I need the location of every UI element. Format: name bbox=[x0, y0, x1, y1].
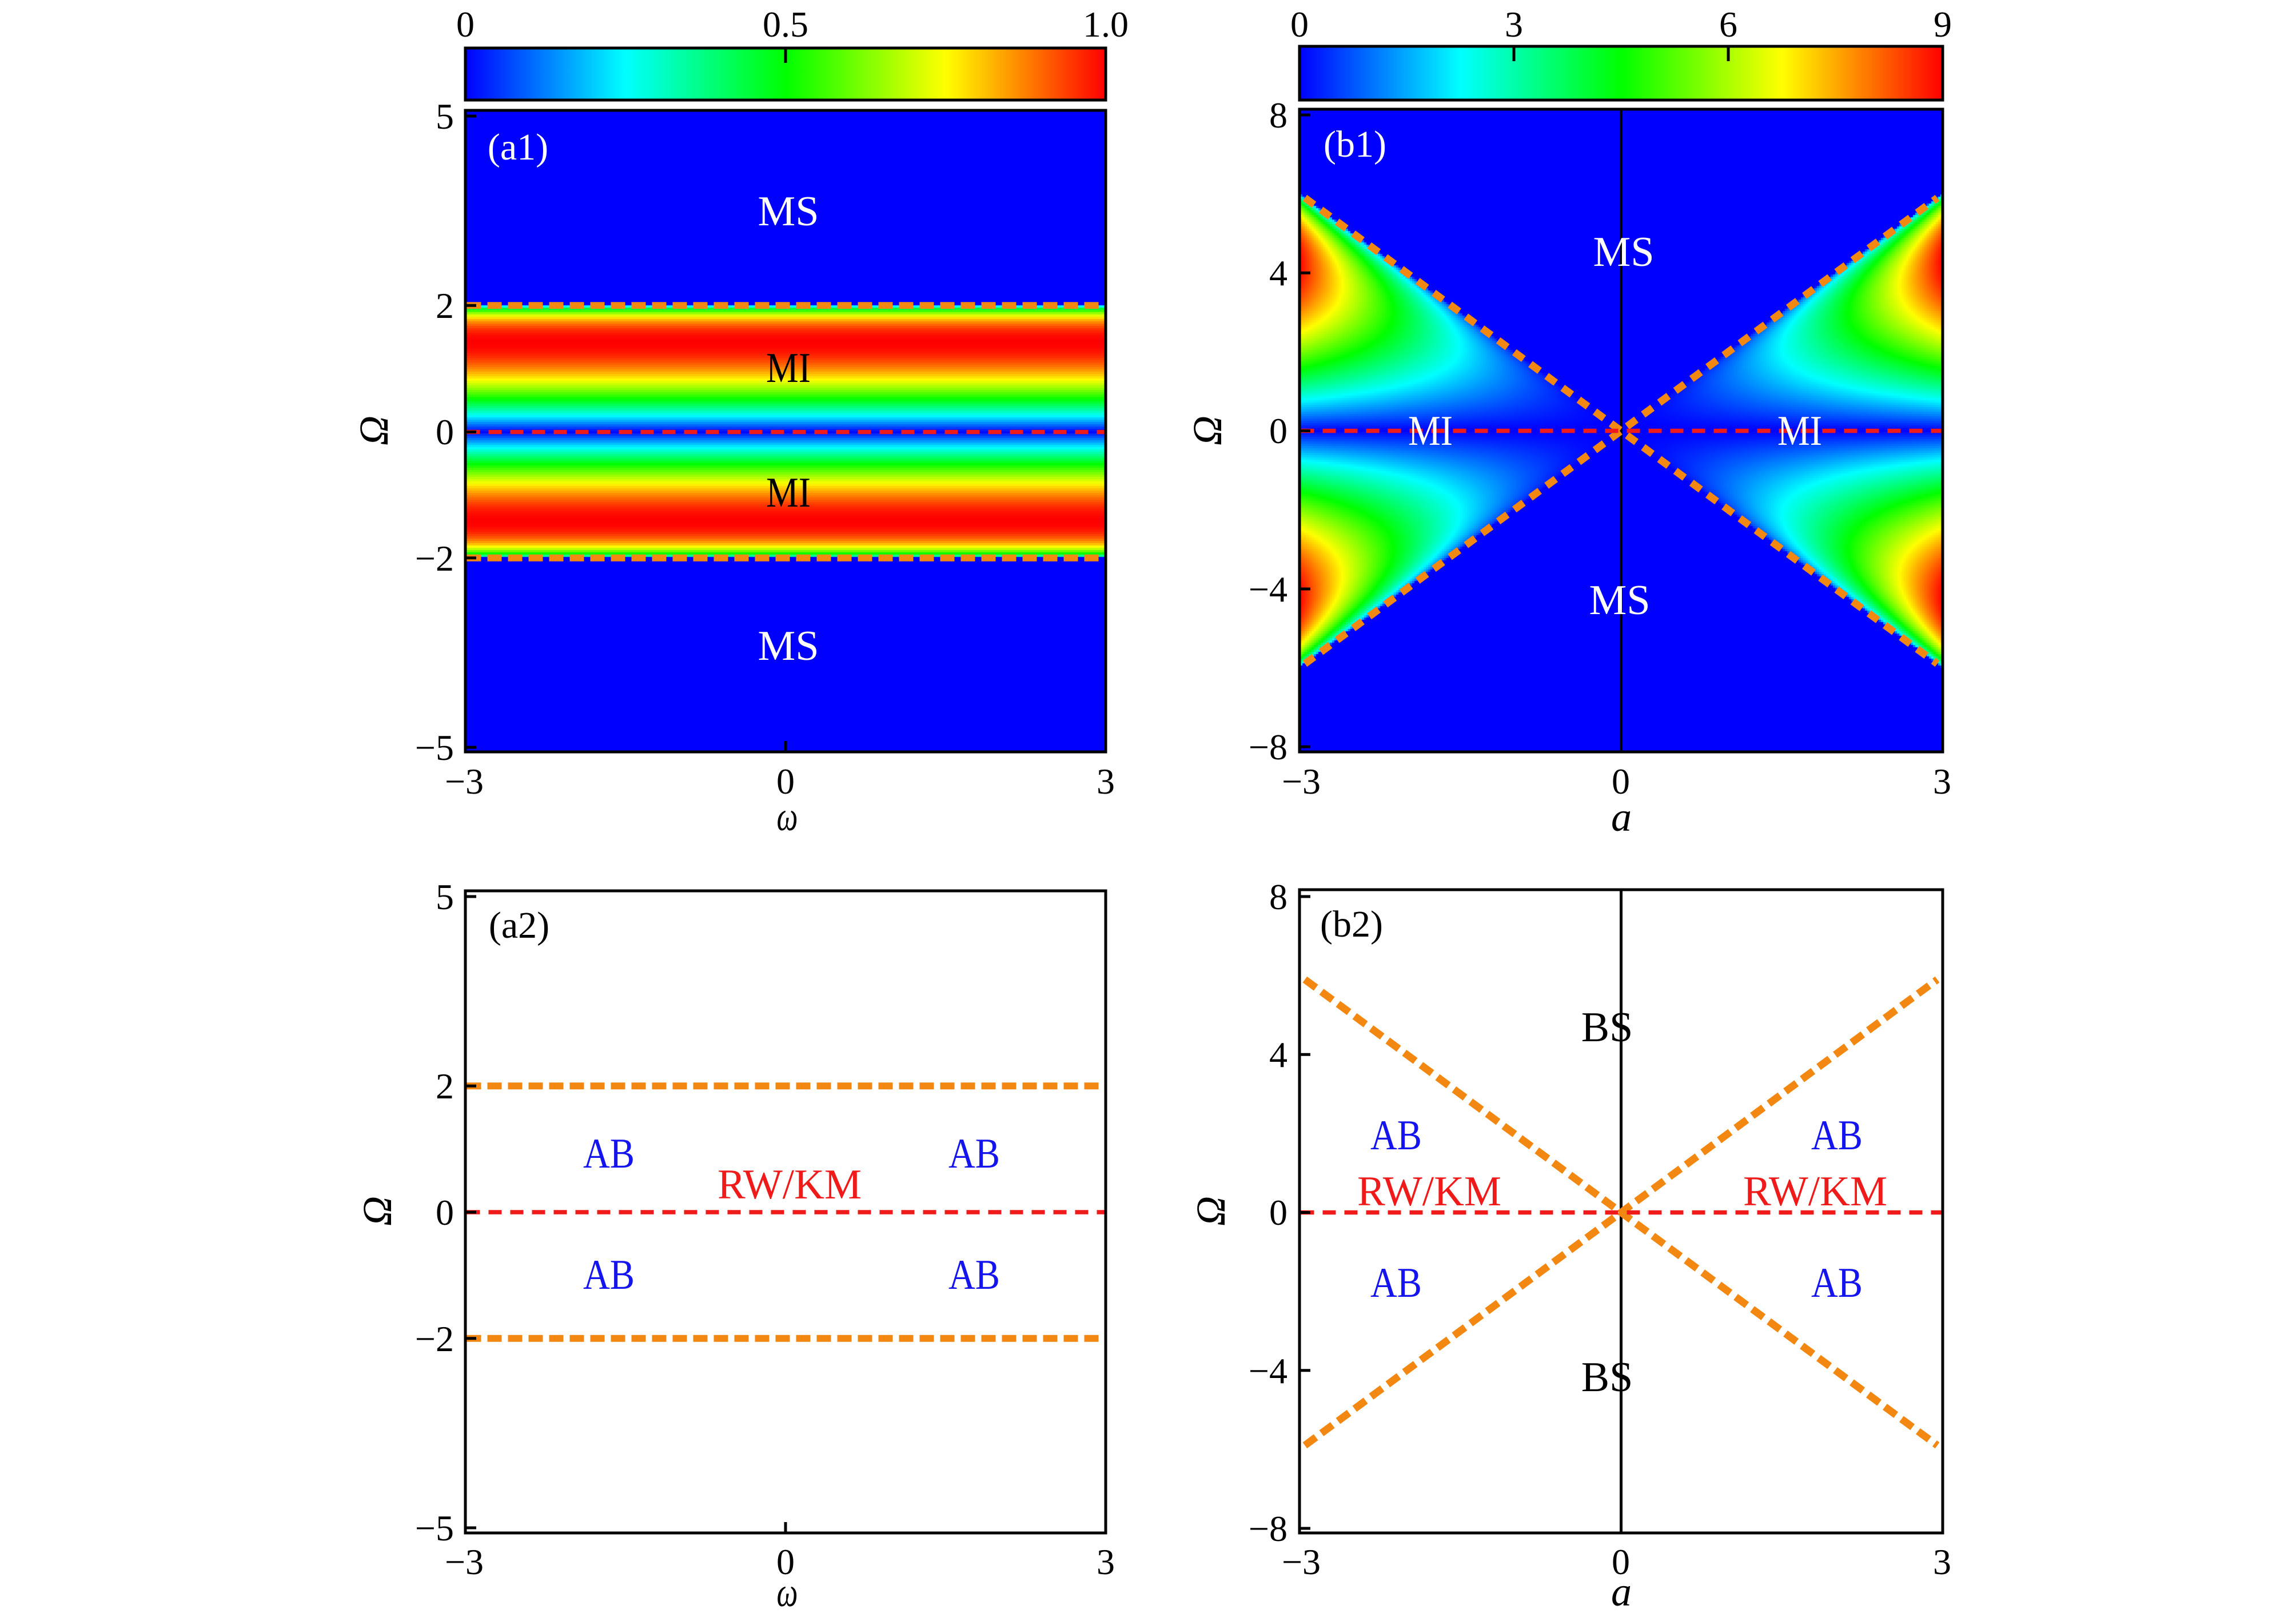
svg-text:AB: AB bbox=[583, 1252, 635, 1299]
svg-text:4: 4 bbox=[1269, 253, 1287, 293]
svg-text:Ω: Ω bbox=[1185, 416, 1230, 445]
svg-text:RW/KM: RW/KM bbox=[718, 1161, 862, 1208]
svg-text:6: 6 bbox=[1719, 4, 1737, 45]
svg-text:2: 2 bbox=[436, 1066, 454, 1106]
svg-text:(a2): (a2) bbox=[489, 905, 549, 946]
svg-text:8: 8 bbox=[1269, 877, 1287, 917]
svg-text:ω: ω bbox=[777, 794, 798, 839]
svg-text:0: 0 bbox=[1290, 4, 1309, 45]
svg-text:(a1): (a1) bbox=[488, 126, 548, 168]
svg-text:−2: −2 bbox=[415, 538, 454, 579]
svg-text:MI: MI bbox=[766, 469, 811, 516]
svg-text:−8: −8 bbox=[1249, 727, 1287, 767]
svg-text:−4: −4 bbox=[1249, 569, 1287, 610]
svg-text:3: 3 bbox=[1933, 761, 1951, 802]
svg-text:−3: −3 bbox=[1282, 761, 1321, 802]
svg-text:−5: −5 bbox=[415, 727, 454, 768]
svg-text:−3: −3 bbox=[1282, 1542, 1321, 1582]
svg-text:−3: −3 bbox=[445, 1542, 484, 1582]
svg-text:MI: MI bbox=[1777, 408, 1822, 455]
svg-text:9: 9 bbox=[1934, 4, 1952, 45]
svg-text:0: 0 bbox=[436, 412, 454, 452]
svg-text:MI: MI bbox=[766, 345, 811, 392]
svg-text:−4: −4 bbox=[1249, 1351, 1287, 1391]
svg-text:AB: AB bbox=[948, 1130, 1000, 1177]
svg-text:5: 5 bbox=[436, 877, 454, 917]
svg-text:3: 3 bbox=[1097, 761, 1115, 802]
svg-text:Ω: Ω bbox=[351, 416, 397, 445]
svg-text:ω: ω bbox=[777, 1570, 798, 1615]
svg-text:MS: MS bbox=[1589, 577, 1651, 624]
svg-text:MS: MS bbox=[758, 623, 819, 670]
svg-text:0: 0 bbox=[456, 4, 475, 45]
svg-text:AB: AB bbox=[1370, 1260, 1422, 1307]
svg-text:MS: MS bbox=[758, 188, 819, 235]
svg-text:0: 0 bbox=[776, 761, 795, 802]
svg-text:5: 5 bbox=[436, 96, 454, 137]
svg-text:Ω: Ω bbox=[1188, 1196, 1234, 1226]
svg-text:3: 3 bbox=[1097, 1542, 1115, 1582]
svg-text:−2: −2 bbox=[415, 1319, 454, 1359]
svg-text:3: 3 bbox=[1505, 4, 1523, 45]
svg-text:(b2): (b2) bbox=[1320, 903, 1383, 945]
svg-text:a: a bbox=[1611, 1569, 1632, 1615]
svg-text:AB: AB bbox=[948, 1252, 1000, 1299]
svg-text:0: 0 bbox=[436, 1192, 454, 1233]
svg-text:−3: −3 bbox=[445, 761, 484, 802]
svg-text:RW/KM: RW/KM bbox=[1743, 1168, 1887, 1215]
svg-text:0.5: 0.5 bbox=[763, 4, 808, 45]
svg-text:0: 0 bbox=[1612, 1542, 1630, 1582]
svg-text:4: 4 bbox=[1269, 1034, 1287, 1075]
svg-text:Ω: Ω bbox=[354, 1196, 400, 1226]
svg-text:−5: −5 bbox=[415, 1508, 454, 1548]
svg-text:0: 0 bbox=[1269, 1192, 1287, 1233]
svg-text:RW/KM: RW/KM bbox=[1357, 1168, 1501, 1215]
svg-text:BS: BS bbox=[1581, 1004, 1633, 1051]
svg-text:AB: AB bbox=[583, 1130, 635, 1177]
svg-text:MS: MS bbox=[1593, 229, 1655, 276]
svg-text:0: 0 bbox=[1612, 761, 1630, 802]
svg-text:3: 3 bbox=[1933, 1542, 1951, 1582]
svg-text:1.0: 1.0 bbox=[1083, 4, 1129, 45]
svg-text:0: 0 bbox=[776, 1542, 795, 1582]
svg-text:8: 8 bbox=[1269, 95, 1287, 136]
svg-text:(b1): (b1) bbox=[1324, 124, 1386, 165]
svg-text:−8: −8 bbox=[1249, 1508, 1287, 1549]
svg-text:AB: AB bbox=[1811, 1112, 1863, 1159]
svg-text:AB: AB bbox=[1370, 1112, 1422, 1159]
svg-text:a: a bbox=[1611, 794, 1632, 840]
svg-text:BS: BS bbox=[1581, 1354, 1633, 1401]
svg-text:MI: MI bbox=[1408, 408, 1453, 455]
svg-text:0: 0 bbox=[1269, 411, 1287, 451]
svg-text:AB: AB bbox=[1811, 1260, 1863, 1307]
svg-text:2: 2 bbox=[436, 285, 454, 326]
